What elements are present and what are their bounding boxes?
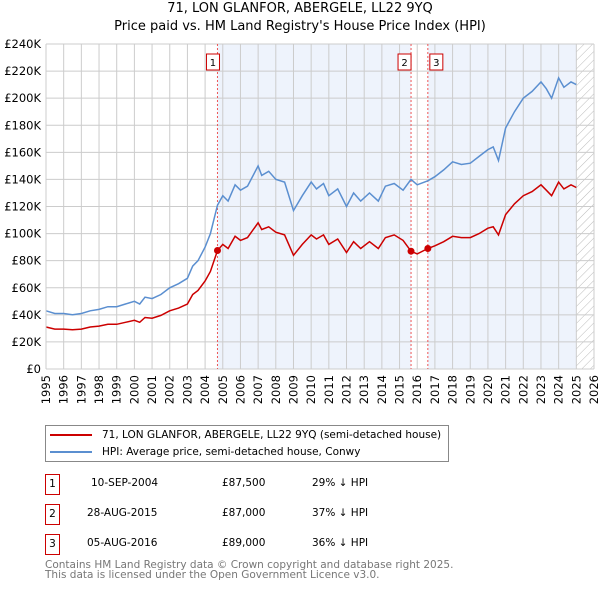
transaction-hpi: 36% ↓ HPI bbox=[312, 537, 369, 549]
legend-swatch-blue bbox=[50, 451, 92, 453]
licence-text: This data is licensed under the Open Gov… bbox=[45, 569, 380, 581]
x-tick-label: 2017 bbox=[428, 375, 442, 404]
y-tick-label: £60K bbox=[12, 281, 42, 295]
legend-label-property: 71, LON GLANFOR, ABERGELE, LL22 9YQ (sem… bbox=[102, 429, 442, 441]
transaction-row: 3 05-AUG-2016 £89,000 36% ↓ HPI bbox=[45, 534, 465, 555]
x-tick-label: 2012 bbox=[340, 375, 354, 404]
sale-label-box bbox=[397, 53, 412, 71]
y-tick-label: £160K bbox=[4, 145, 41, 159]
x-tick-label: 2021 bbox=[499, 375, 513, 404]
x-tick-label: 2009 bbox=[286, 375, 300, 404]
legend-swatch-red bbox=[50, 434, 92, 436]
footer: Contains HM Land Registry data © Crown c… bbox=[45, 559, 454, 581]
y-tick-label: £200K bbox=[4, 91, 41, 105]
x-tick-label: 2015 bbox=[393, 375, 407, 404]
x-tick-label: 1998 bbox=[92, 375, 106, 404]
x-tick-label: 1995 bbox=[39, 375, 53, 404]
sale-point bbox=[424, 244, 432, 252]
y-tick-label: £80K bbox=[12, 254, 42, 268]
chart-subtitle: Price paid vs. HM Land Registry's House … bbox=[114, 19, 486, 34]
sale-point bbox=[407, 247, 415, 255]
transaction-price: £87,500 bbox=[222, 477, 266, 489]
sale-label-box bbox=[205, 53, 220, 71]
transaction-marker: 3 bbox=[45, 534, 60, 555]
x-tick-label: 2024 bbox=[552, 375, 566, 404]
transaction-row: 1 10-SEP-2004 £87,500 29% ↓ HPI bbox=[45, 474, 465, 495]
x-tick-label: 2005 bbox=[216, 375, 230, 404]
sale-label: 1 bbox=[210, 58, 216, 69]
transaction-price: £89,000 bbox=[222, 537, 266, 549]
transaction-date: 05-AUG-2016 bbox=[87, 537, 158, 549]
x-tick-label: 2000 bbox=[127, 375, 141, 404]
x-tick-label: 2023 bbox=[534, 375, 548, 404]
x-tick-label: 2026 bbox=[587, 375, 600, 404]
transaction-date: 28-AUG-2015 bbox=[87, 507, 158, 519]
legend: 71, LON GLANFOR, ABERGELE, LL22 9YQ (sem… bbox=[45, 425, 449, 462]
y-tick-label: £40K bbox=[12, 308, 42, 322]
x-tick-label: 2002 bbox=[163, 375, 177, 404]
y-tick-label: £120K bbox=[4, 200, 41, 214]
x-tick-label: 2022 bbox=[516, 375, 530, 404]
transaction-marker: 2 bbox=[45, 504, 60, 525]
x-tick-label: 1997 bbox=[74, 375, 88, 404]
sale-point bbox=[213, 247, 221, 255]
sale-label-box bbox=[429, 53, 444, 71]
y-tick-label: £220K bbox=[4, 64, 41, 78]
y-tick-label: £100K bbox=[4, 227, 41, 241]
legend-item-hpi: HPI: Average price, semi-detached house,… bbox=[50, 444, 360, 460]
transaction-hpi: 29% ↓ HPI bbox=[312, 477, 369, 489]
x-tick-label: 2020 bbox=[481, 375, 495, 404]
transaction-marker: 1 bbox=[45, 474, 60, 495]
y-tick-label: £20K bbox=[12, 335, 42, 349]
x-tick-label: 2019 bbox=[463, 375, 477, 404]
x-tick-label: 2003 bbox=[180, 375, 194, 404]
price-chart: £0 £20K £40K £60K £80K £100K £120K £140K £160K £1… bbox=[4, 37, 600, 404]
transaction-hpi: 37% ↓ HPI bbox=[312, 507, 369, 519]
transaction-date: 10-SEP-2004 bbox=[91, 477, 159, 489]
x-tick-label: 2007 bbox=[251, 375, 265, 404]
x-tick-label: 2008 bbox=[269, 375, 283, 404]
x-tick-label: 2011 bbox=[322, 375, 336, 404]
x-tick-label: 2010 bbox=[304, 375, 318, 404]
x-tick-label: 2006 bbox=[233, 375, 247, 404]
x-tick-label: 2025 bbox=[569, 375, 583, 404]
sale-label: 2 bbox=[401, 58, 407, 69]
copyright-text: Contains HM Land Registry data © Crown c… bbox=[45, 559, 454, 571]
x-tick-label: 1999 bbox=[110, 375, 124, 404]
y-tick-label: £180K bbox=[4, 118, 41, 132]
x-tick-label: 2001 bbox=[145, 375, 159, 404]
transaction-price: £87,000 bbox=[222, 507, 266, 519]
x-tick-label: 2018 bbox=[446, 375, 460, 404]
legend-item-property: 71, LON GLANFOR, ABERGELE, LL22 9YQ (sem… bbox=[50, 427, 441, 443]
property-price-line bbox=[45, 180, 577, 331]
y-tick-label: £140K bbox=[4, 172, 41, 186]
legend-label-hpi: HPI: Average price, semi-detached house,… bbox=[102, 446, 361, 458]
x-tick-label: 2014 bbox=[375, 375, 389, 404]
y-tick-label: £240K bbox=[4, 37, 41, 51]
x-tick-label: 2013 bbox=[357, 375, 371, 404]
y-tick-label: £0 bbox=[26, 362, 41, 376]
x-tick-label: 2016 bbox=[410, 375, 424, 404]
sale-label: 3 bbox=[433, 58, 439, 69]
x-tick-label: 2004 bbox=[198, 375, 212, 404]
transaction-row: 2 28-AUG-2015 £87,000 37% ↓ HPI bbox=[45, 504, 465, 525]
chart-title: 71, LON GLANFOR, ABERGELE, LL22 9YQ bbox=[167, 1, 433, 16]
x-tick-label: 1996 bbox=[57, 375, 71, 404]
hpi-line bbox=[45, 76, 577, 316]
